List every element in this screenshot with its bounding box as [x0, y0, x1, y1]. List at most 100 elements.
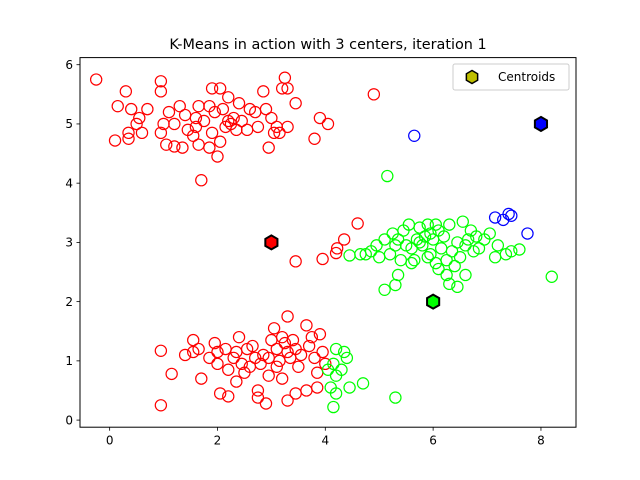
data-point — [108, 134, 122, 147]
data-point — [445, 245, 459, 258]
data-point — [122, 132, 135, 145]
data-point — [178, 108, 192, 122]
data-point — [254, 357, 267, 371]
data-point — [329, 387, 343, 400]
data-point — [213, 82, 227, 95]
data-point — [203, 99, 216, 113]
data-point — [154, 399, 168, 412]
data-point — [192, 138, 205, 151]
data-point — [154, 344, 168, 357]
data-point — [162, 105, 176, 119]
data-point — [205, 126, 219, 140]
data-point — [232, 97, 246, 110]
data-point — [308, 351, 321, 365]
data-point — [187, 129, 200, 142]
data-point — [154, 126, 168, 140]
data-point — [453, 251, 467, 264]
data-point — [176, 141, 189, 154]
data-point — [405, 256, 418, 270]
data-point — [211, 150, 224, 163]
data-point — [289, 97, 302, 110]
y-tick-label: 6 — [65, 58, 73, 72]
data-point — [370, 239, 383, 252]
y-axis: 0 1 2 3 4 5 6 — [65, 58, 80, 427]
data-point — [230, 375, 243, 388]
data-point — [435, 242, 448, 255]
data-point — [505, 209, 518, 222]
data-point — [389, 278, 402, 292]
data-point — [222, 114, 235, 128]
data-point — [267, 126, 281, 140]
data-point — [168, 140, 181, 153]
data-point — [281, 82, 294, 95]
data-point — [311, 366, 324, 379]
data-point — [189, 120, 203, 134]
data-point — [178, 348, 192, 362]
data-point — [141, 102, 154, 116]
data-point — [157, 117, 170, 131]
y-tick-label: 2 — [65, 295, 73, 309]
data-point — [135, 126, 149, 140]
data-point — [257, 85, 270, 98]
data-point — [440, 268, 453, 282]
legend-centroid-marker — [465, 69, 479, 85]
data-point — [456, 215, 469, 228]
data-point — [111, 99, 124, 113]
data-point — [251, 120, 265, 134]
centroid-marker — [426, 293, 441, 310]
data-point — [197, 114, 211, 128]
data-point — [302, 339, 316, 353]
data-point — [222, 363, 235, 376]
data-point — [413, 221, 426, 234]
data-point — [222, 91, 235, 104]
centroid-marker — [264, 234, 279, 251]
data-point — [278, 336, 292, 350]
data-point — [472, 242, 486, 255]
data-point — [281, 120, 294, 134]
data-point — [227, 351, 240, 365]
data-point — [267, 322, 281, 335]
data-point — [421, 251, 434, 264]
x-axis: 0 2 4 6 8 — [106, 427, 545, 448]
data-point — [189, 111, 203, 125]
data-point — [203, 351, 216, 365]
data-point — [443, 218, 456, 231]
data-point — [335, 363, 348, 376]
data-point — [391, 233, 405, 246]
data-point — [319, 357, 332, 371]
data-point — [521, 227, 534, 240]
data-point — [308, 132, 321, 145]
data-point — [389, 391, 402, 404]
data-point — [373, 251, 386, 264]
data-point — [491, 239, 505, 252]
data-point — [235, 357, 248, 371]
y-tick-label: 5 — [65, 117, 73, 131]
data-point — [195, 174, 208, 187]
data-point — [192, 342, 205, 356]
data-point — [133, 111, 146, 125]
data-point — [394, 253, 407, 267]
data-point — [381, 169, 394, 183]
data-point — [240, 123, 254, 137]
data-point — [488, 211, 502, 224]
data-point — [259, 102, 273, 116]
data-point — [222, 390, 235, 403]
data-point — [483, 227, 496, 240]
data-point — [262, 141, 275, 154]
data-point — [270, 360, 283, 373]
data-point — [195, 372, 208, 385]
data-point — [391, 268, 405, 282]
data-point — [154, 75, 168, 88]
data-point — [443, 277, 456, 291]
data-point — [173, 99, 186, 113]
data-point — [251, 391, 265, 404]
data-point — [89, 73, 103, 86]
data-point — [235, 114, 248, 128]
data-point — [281, 345, 294, 359]
data-point — [203, 141, 216, 154]
data-point — [367, 88, 381, 101]
data-point — [119, 85, 133, 98]
data-point — [278, 71, 292, 84]
x-tick-label: 0 — [106, 434, 114, 448]
y-tick-label: 1 — [65, 354, 73, 368]
